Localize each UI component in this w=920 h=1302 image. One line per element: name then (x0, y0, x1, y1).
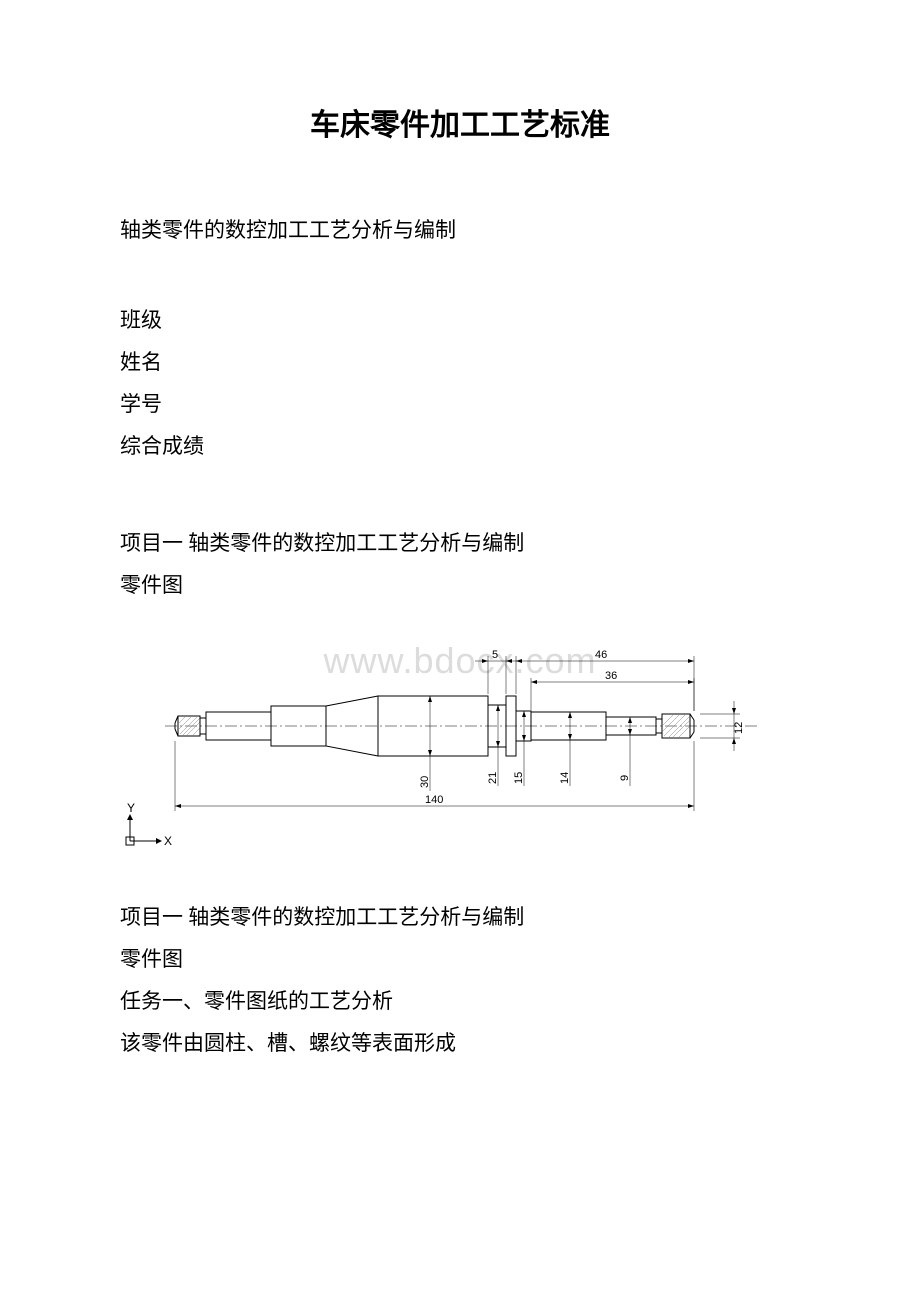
section-1: 项目一 轴类零件的数控加工工艺分析与编制 零件图 (120, 522, 800, 606)
dim-30: 30 (419, 776, 431, 788)
student-id-field: 学号 (120, 383, 800, 425)
fields-block: 班级 姓名 学号 综合成绩 (120, 299, 800, 467)
task-1-label: 任务一、零件图纸的工艺分析 (120, 980, 800, 1022)
task-1-desc: 该零件由圆柱、槽、螺纹等表面形成 (120, 1022, 800, 1064)
dim-9: 9 (619, 775, 631, 781)
score-field: 综合成绩 (120, 425, 800, 467)
dim-36: 36 (605, 670, 617, 682)
dim-21: 21 (487, 772, 499, 784)
name-field: 姓名 (120, 341, 800, 383)
subtitle: 轴类零件的数控加工工艺分析与编制 (120, 214, 800, 244)
dim-15: 15 (513, 772, 525, 784)
dim-12: 12 (733, 722, 745, 734)
section-1-heading: 项目一 轴类零件的数控加工工艺分析与编制 (120, 522, 800, 564)
axis-y-label: Y (127, 801, 135, 815)
shaft-diagram: 5 46 36 140 30 21 (120, 616, 800, 856)
dim-14: 14 (559, 772, 571, 784)
dim-140: 140 (425, 794, 443, 806)
section-1-part-label: 零件图 (120, 564, 800, 606)
page-title: 车床零件加工工艺标准 (120, 100, 800, 144)
section-2-part-label: 零件图 (120, 938, 800, 980)
dim-46: 46 (595, 649, 607, 661)
dim-5: 5 (492, 649, 498, 661)
section-2-heading: 项目一 轴类零件的数控加工工艺分析与编制 (120, 896, 800, 938)
section-2: 项目一 轴类零件的数控加工工艺分析与编制 零件图 任务一、零件图纸的工艺分析 该… (120, 896, 800, 1064)
class-field: 班级 (120, 299, 800, 341)
axis-x-label: X (164, 834, 172, 848)
